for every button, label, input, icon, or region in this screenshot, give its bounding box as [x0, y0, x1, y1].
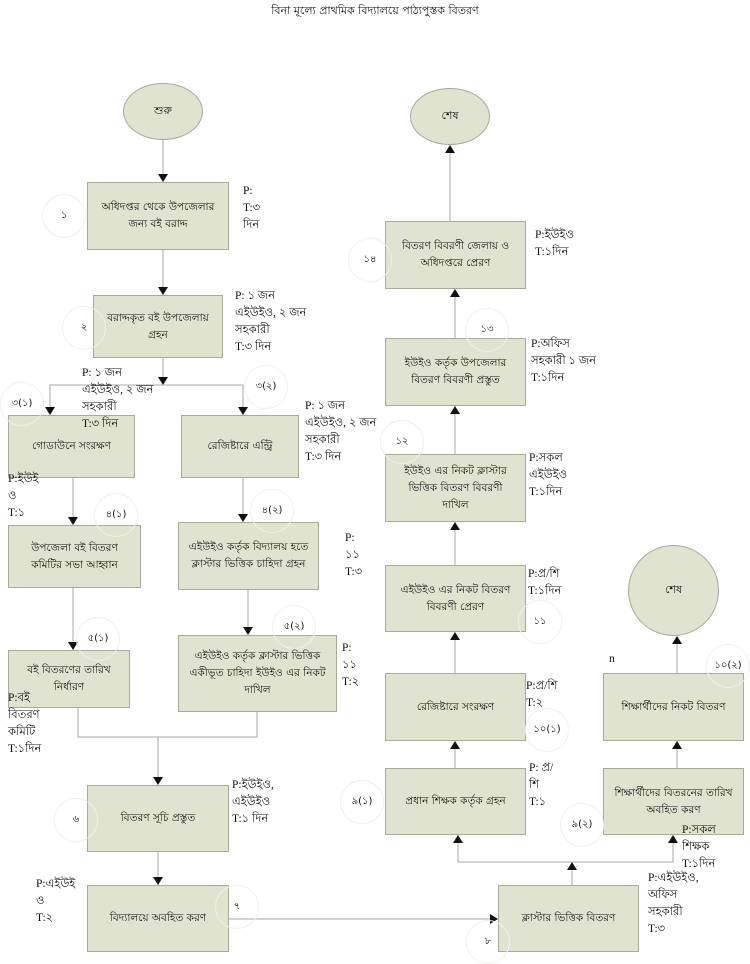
step-number-4-1: ৪(১): [94, 493, 138, 537]
merge-line: [77, 708, 258, 738]
note-13: P:অফিস সহকারী ১ জন T:১দিন: [531, 338, 596, 384]
step-number-2: ২: [62, 306, 106, 350]
step-box-3-2: রেজিষ্টারে এন্ট্রি: [181, 415, 299, 478]
step-number-4-2: ৪(২): [250, 489, 294, 533]
step-box-5-2: এইউইও কর্তৃক ক্লাস্টার ভিত্তিক একীভূত চা…: [178, 635, 337, 712]
note-4-2: P: ১১ T:৩: [345, 532, 363, 578]
step-number-12: ১২: [380, 420, 424, 464]
note-6: P:ইউইও, এইউইও T:১ দিন: [232, 779, 274, 825]
step-box-3-1: গোডাউনে সংরক্ষণ: [8, 415, 135, 478]
split-line: [49, 384, 244, 414]
note-11: P:প্র/শি T:১দিন: [528, 568, 562, 597]
note-14: P:ইউইও T:১দিন: [535, 229, 574, 258]
note-9-2: P:সকল শিক্ষক T:১দিন: [682, 824, 716, 870]
note-12: P:সকল এইউইও T:১দিন: [529, 452, 568, 498]
end-label: শেষ: [441, 109, 459, 122]
step-number-3-2: ৩(২): [244, 365, 288, 409]
note-3-2: P: ১ জন এইউইও, ২ জন সহকারী T:৩ দিন: [305, 400, 377, 463]
step-box-7: বিদ্যালয়ে অবহিত করণ: [87, 885, 229, 952]
note-5-1: P:বই বিতরণ কমিটি T:১দিন: [8, 692, 42, 755]
end-label: শেষ: [664, 583, 683, 596]
end-terminal-right: শেষ: [628, 545, 719, 636]
note-4-1: P:ইউই ও T:১: [8, 473, 39, 519]
step-box-5-1: বই বিতরণের তারিখ নির্ধারণ: [8, 650, 130, 708]
start-terminal: শুরু: [123, 83, 203, 140]
start-label: শুরু: [154, 104, 172, 117]
step-box-6: বিতরণ সূচি প্রস্তুত: [87, 785, 229, 852]
step-box-11: এইউইও এর নিকট বিতরণ বিবরণী প্রেরণ: [385, 565, 526, 632]
note-5-2: P: ১১ T:২: [342, 642, 360, 688]
step-number-10-1: ১০(১): [525, 708, 569, 752]
note-1: P: T:৩ দিন: [243, 185, 261, 231]
note-7: P:এইউই ও T:২: [36, 878, 76, 924]
step-box-2: বরাদ্দকৃত বই উপজেলায় গ্রহন: [93, 295, 223, 358]
step-box-10-1: রেজিষ্টারে সংরক্ষণ: [385, 673, 526, 741]
step-box-13: ইউইও কর্তৃক উপজেলার বিতরণ বিবরণী প্রস্তু…: [385, 338, 526, 406]
step-number-13: ১৩: [465, 308, 509, 352]
note-8: P:এইউইও, অফিস সহকারী T:৩: [648, 872, 699, 935]
step-number-11: ১১: [518, 600, 562, 644]
note-3-1: P: ১ জন এইউইও, ২ জন সহকারী T:৩ দিন: [82, 367, 154, 430]
note-9-1: P: প্র/ শি T:১: [529, 762, 554, 808]
note-10-1: P:প্র/শি T:২: [526, 680, 558, 709]
step-number-14: ১৪: [348, 238, 392, 282]
step-box-4-2: এইউইও কর্তৃক বিদ্যালয় হতে ক্লাস্টার ভিত…: [178, 522, 319, 590]
step-number-9-1: ৯(১): [340, 780, 384, 824]
step-number-10-2: ১০(২): [706, 644, 750, 688]
step-number-8: ৮: [466, 920, 510, 964]
step-number-7: ৭: [215, 885, 259, 929]
step-number-1: ১: [42, 194, 86, 238]
step-box-1: অধিদপ্তর থেকে উপজেলার জন্য বই বরাদ্দ: [87, 182, 229, 250]
note-2: P: ১ জন এইউইও, ২ জন সহকারী T:৩ দিন: [235, 290, 307, 353]
step-number-3-1: ৩(১): [0, 382, 44, 426]
step-box-4-1: উপজেলা বই বিতরণ কমিটির সভা আহ্বান: [8, 525, 141, 588]
step-box-14: বিতরণ বিবরণী জেলায় ও অধিদপ্তরে প্রেরণ: [385, 221, 526, 289]
step-box-9-1: প্রধান শিক্ষক কর্তৃক গ্রহন: [385, 768, 526, 835]
note-10-2: n: [609, 653, 615, 665]
step-number-5-1: ৫(১): [76, 617, 120, 661]
step-number-6: ৬: [54, 798, 98, 842]
step-box-8: ক্লাস্টার ভিত্তিক বিতরণ: [498, 885, 639, 952]
end-terminal-top: শেষ: [410, 88, 490, 145]
diagram-title: বিনা মূল্যে প্রাথমিক বিদ্যালয়ে পাঠ্যপুস…: [271, 4, 479, 17]
step-number-5-2: ৫(২): [272, 605, 316, 649]
step-box-9-2: শিক্ষার্থীদের বিতরনের তারিখ অবহিত করণ: [603, 768, 744, 835]
step-number-9-2: ৯(২): [560, 803, 604, 847]
step-box-12: ইউইও এর নিকট ক্লাস্টার ভিত্তিক বিতরণ বিব…: [385, 454, 526, 522]
